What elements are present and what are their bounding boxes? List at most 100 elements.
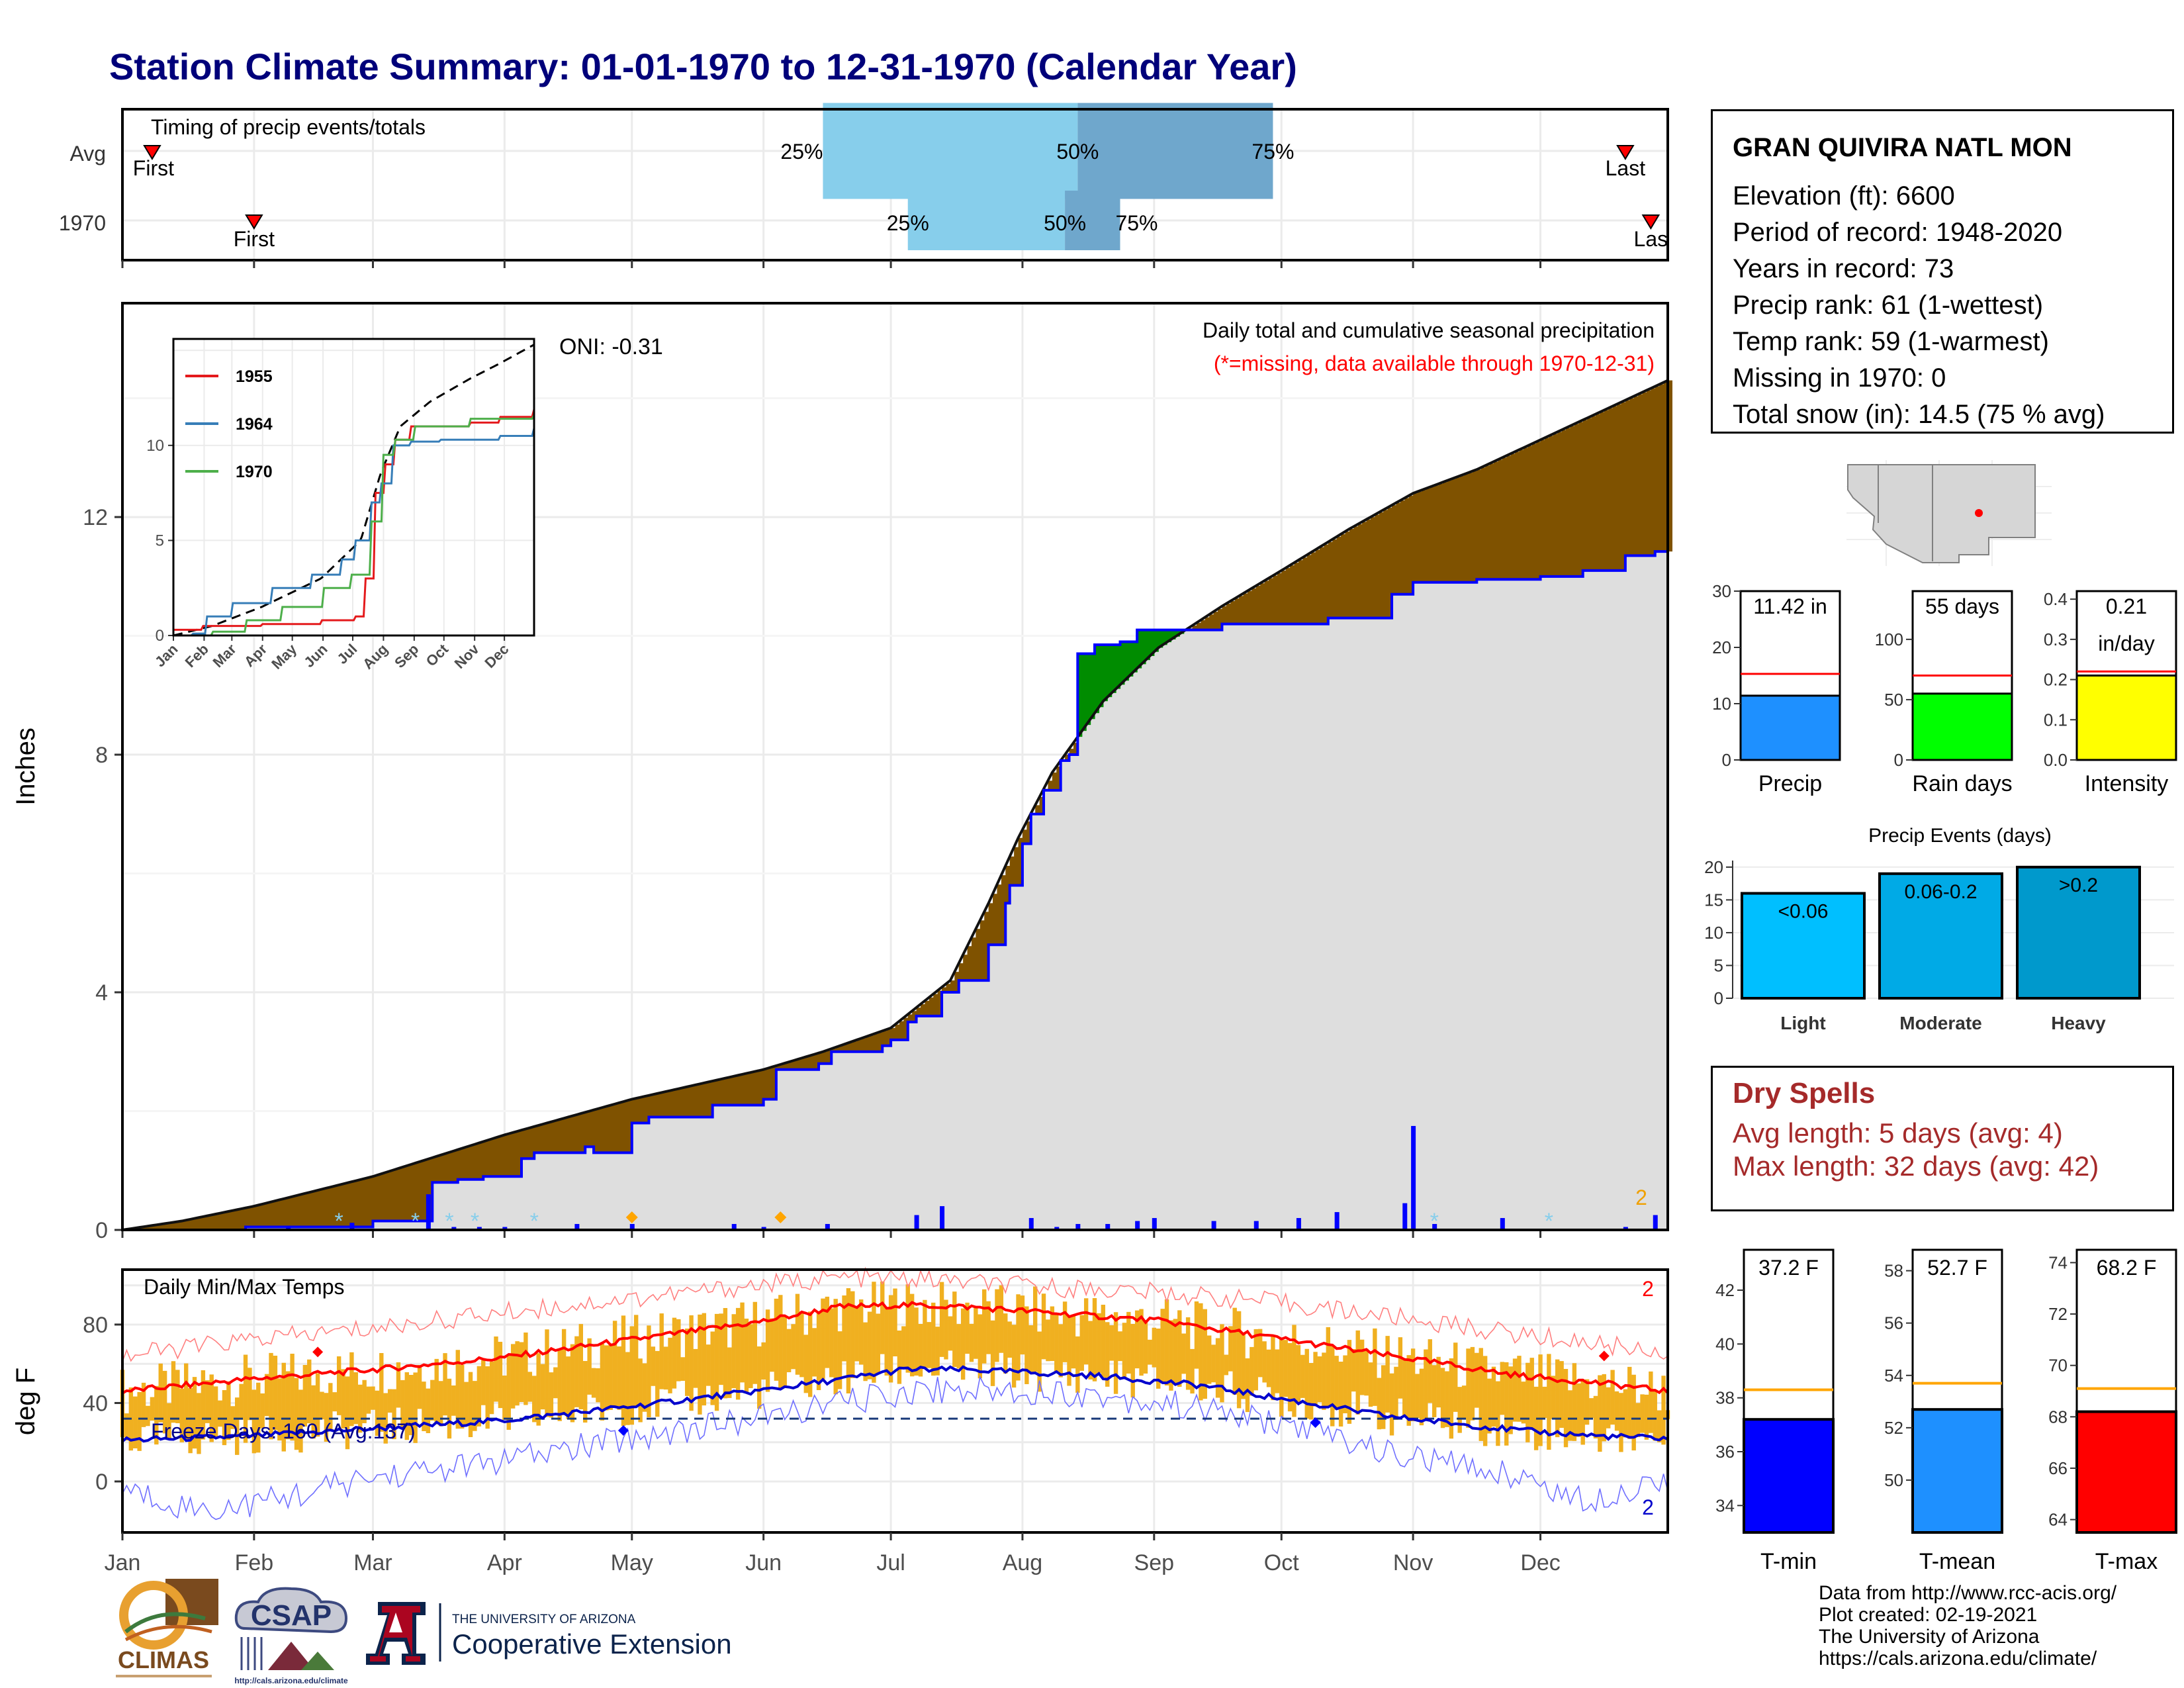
oni-label: ONI: -0.31 — [559, 334, 663, 359]
daily-precip-bar — [574, 1224, 580, 1230]
precip-panel: * * * * * * * 0 4 8 12 Daily total and cumulative… — [11, 260, 1673, 1243]
temp-bar-label: T-min — [1760, 1549, 1817, 1574]
dry-spells-avg: Avg length: 5 days (avg: 4) — [1733, 1117, 2063, 1149]
timing-1970-q25-q50-bar — [907, 191, 1066, 250]
station-precip-rank: Precip rank: 61 (1-wettest) — [1733, 291, 2044, 320]
summary-bar-ytick: 100 — [1875, 630, 1903, 649]
dry-spells-title: Dry Spells — [1733, 1077, 1876, 1109]
climas-logo: CLIMAS — [116, 1579, 218, 1677]
inset-legend-label: 1970 — [236, 463, 273, 481]
timing-title: Timing of precip events/totals — [151, 115, 426, 139]
summary-bar-value: 0.21 — [2106, 594, 2147, 618]
summary-bar-label: Intensity — [2085, 771, 2169, 796]
ua-logo-small-text: THE UNIVERSITY OF ARIZONA — [452, 1613, 636, 1626]
orange-event-marker — [625, 1211, 638, 1223]
temp-ylabel: deg F — [11, 1368, 40, 1435]
year-cumulative-area — [122, 551, 1668, 1231]
snow-marker: * — [445, 1209, 453, 1234]
daily-precip-bar — [1028, 1218, 1034, 1230]
events-bar-label: Heavy — [2051, 1013, 2106, 1033]
record-min-line — [122, 1375, 1668, 1521]
temp-bar-ytick: 58 — [1884, 1261, 1903, 1281]
events-ytick: 20 — [1704, 857, 1723, 877]
month-label: Mar — [353, 1550, 392, 1575]
timing-avg-q25-label: 25% — [780, 140, 823, 164]
inset-series-1955 — [173, 408, 535, 631]
csap-logo-url: http://cals.arizona.edu/climate — [234, 1676, 348, 1685]
inset-legend-label: 1964 — [236, 415, 273, 434]
summary-bar-ytick: 0.1 — [2044, 710, 2068, 729]
station-missing: Missing in 1970: 0 — [1733, 363, 1946, 393]
daily-precip-bar — [761, 1227, 766, 1230]
precip-ylabel: Inches — [11, 727, 40, 806]
snow-marker: * — [411, 1209, 420, 1234]
snow-marker: * — [335, 1209, 343, 1234]
timing-avg-last-label: Last — [1606, 156, 1646, 180]
summary-bar-intensity: 0.21 in/day 0.0 0.1 0.2 0.3 0.4 Intensity — [2044, 589, 2177, 796]
record-low-marker — [1310, 1417, 1321, 1429]
daily-precip-bar — [1500, 1218, 1505, 1230]
temp-bar-ytick: 50 — [1884, 1470, 1903, 1490]
timing-row-1970: 1970 — [59, 211, 106, 235]
temp-corner-bottom: 2 — [1642, 1495, 1654, 1519]
temp-bar-t-mean: 52.7 F 50 52 54 56 58 T-mean — [1884, 1248, 2003, 1574]
credits-block: Data from http://www.rcc-acis.org/ Plot … — [1819, 1582, 2116, 1669]
timing-avg-q75-label: 75% — [1251, 140, 1294, 164]
inset-series-1964 — [173, 428, 535, 637]
precip-events-chart: Precip Events (days) 0 5 10 15 20 <0.06 Light 0.… — [1704, 825, 2174, 1033]
temp-ytick-label: 40 — [83, 1391, 108, 1416]
timing-avg-q50-q75-bar — [1077, 103, 1273, 199]
timing-1970-last-label: Las — [1634, 227, 1668, 251]
temp-bar-value: 37.2 F — [1758, 1256, 1819, 1280]
temp-bar-ytick: 52 — [1884, 1418, 1903, 1438]
daily-precip-bar — [1623, 1227, 1628, 1230]
climas-logo-text: CLIMAS — [118, 1646, 209, 1673]
daily-precip-bar — [451, 1227, 457, 1230]
surplus-area — [1077, 630, 1189, 737]
daily-precip-bar — [1432, 1224, 1437, 1230]
snow-marker: * — [1430, 1209, 1439, 1234]
dry-spells-max: Max length: 32 days (avg: 42) — [1733, 1150, 2099, 1182]
temp-bar-ytick: 66 — [2048, 1458, 2068, 1478]
timing-avg-q25-q50-bar — [823, 103, 1078, 199]
summary-bar-ytick: 10 — [1712, 694, 1731, 714]
temp-bar-label: T-max — [2095, 1549, 2158, 1574]
timing-1970-last-marker — [1641, 214, 1661, 230]
precip-ytick-label: 0 — [95, 1218, 108, 1243]
credits-university: The University of Arizona — [1819, 1626, 2040, 1648]
inset-average-line — [173, 344, 535, 637]
daily-precip-bar — [1211, 1221, 1216, 1230]
temp-bar-fill — [2075, 1410, 2177, 1534]
temp-bar-ytick: 34 — [1715, 1495, 1735, 1515]
summary-bar-ytick: 0 — [1894, 750, 1903, 770]
orange-event-marker — [774, 1211, 787, 1223]
events-bar-moderate — [1878, 872, 2003, 1000]
station-location-dot — [1975, 509, 1983, 517]
summary-bar-ytick: 50 — [1884, 690, 1903, 710]
summary-bar-ytick: 20 — [1712, 637, 1731, 657]
daily-precip-bar — [825, 1224, 830, 1230]
daily-precip-bar — [1152, 1218, 1157, 1230]
summary-bar-rain-days: 55 days 0 50 100 Rain days — [1875, 590, 2013, 796]
snow-marker: * — [471, 1209, 479, 1234]
month-label: Aug — [1003, 1550, 1043, 1575]
map-states-shape — [1847, 464, 2036, 563]
credits-url: https://cals.arizona.edu/climate/ — [1819, 1648, 2097, 1669]
snow-marker: * — [1545, 1209, 1553, 1234]
credits-plot-created: Plot created: 02-19-2021 — [1819, 1604, 2038, 1626]
events-bar-heavy — [2016, 865, 2141, 1000]
record-high-marker — [312, 1346, 324, 1358]
daily-precip-bar — [1296, 1218, 1301, 1230]
precip-ytick-label: 8 — [95, 743, 108, 768]
temp-bar-ytick: 74 — [2048, 1252, 2068, 1272]
timing-1970-first-marker — [245, 214, 263, 230]
month-label: Oct — [1264, 1550, 1299, 1575]
temp-bar-t-max: 68.2 F 64 66 68 70 72 74 T-max — [2048, 1248, 2177, 1574]
timing-avg-last-marker — [1616, 145, 1635, 160]
daily-precip-bar — [286, 1227, 291, 1230]
month-label: Jul — [876, 1550, 905, 1575]
timing-avg-q50-label: 50% — [1056, 140, 1099, 164]
summary-bar-fill — [2075, 675, 2177, 761]
year-cumulative-line — [122, 550, 1668, 1231]
